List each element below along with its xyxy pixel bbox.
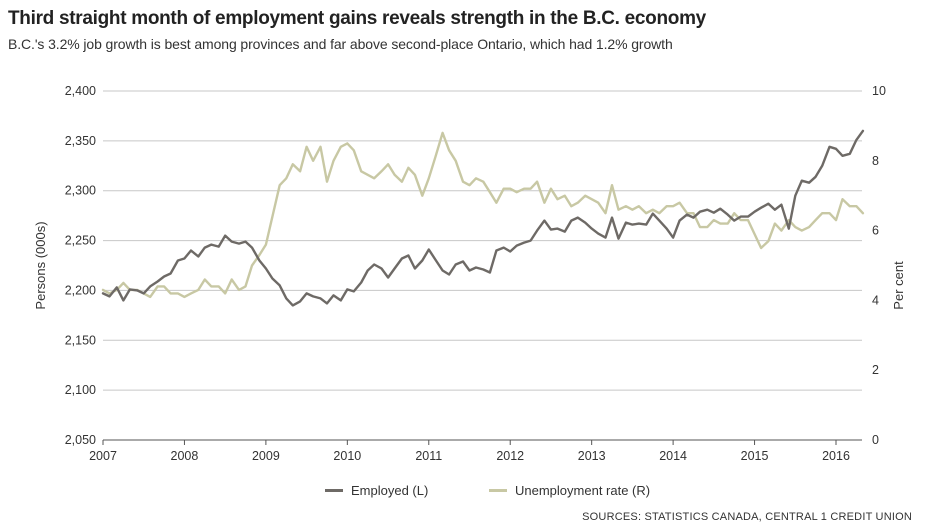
x-tick-label: 2014 — [659, 449, 687, 463]
y2-tick-label: 8 — [872, 154, 879, 168]
y-axis-left-label: Persons (000s) — [33, 221, 48, 309]
y-tick-label: 2,300 — [65, 184, 96, 198]
legend-label-unemployment: Unemployment rate (R) — [515, 483, 651, 498]
y-tick-label: 2,050 — [65, 433, 96, 447]
y-tick-label: 2,400 — [65, 84, 96, 98]
y-axis-right-ticks: 0 2 4 6 8 10 — [872, 84, 886, 447]
chart-subtitle: B.C.'s 3.2% job growth is best among pro… — [8, 36, 673, 52]
x-tick-label: 2013 — [578, 449, 606, 463]
y2-tick-label: 4 — [872, 293, 879, 307]
x-tick-label: 2012 — [496, 449, 524, 463]
chart-title: Third straight month of employment gains… — [8, 8, 706, 29]
legend-item-employed: Employed (L) — [325, 483, 428, 498]
gridlines — [103, 90, 862, 441]
y-tick-label: 2,100 — [65, 383, 96, 397]
legend-swatch-employed — [325, 489, 343, 492]
x-tick-label: 2007 — [89, 449, 117, 463]
employed-line — [101, 129, 865, 307]
legend-item-unemployment: Unemployment rate (R) — [489, 483, 650, 498]
x-tick-label: 2008 — [171, 449, 199, 463]
y2-tick-label: 0 — [872, 433, 879, 447]
legend: Employed (L) Unemployment rate (R) — [0, 483, 938, 503]
source-note: SOURCES: STATISTICS CANADA, CENTRAL 1 CR… — [582, 511, 912, 523]
x-axis-ticks: 2007 2008 2009 2010 2011 2012 2013 2014 2015 2016 — [89, 439, 862, 463]
legend-label-employed: Employed (L) — [351, 483, 429, 498]
y-tick-label: 2,200 — [65, 283, 96, 297]
y2-tick-label: 10 — [872, 84, 886, 98]
x-tick-label: 2010 — [333, 449, 361, 463]
y-tick-label: 2,250 — [65, 234, 96, 248]
x-tick-label: 2009 — [252, 449, 280, 463]
unemployment-rate-line — [101, 131, 865, 299]
y-tick-label: 2,150 — [65, 333, 96, 347]
series-lines — [101, 129, 865, 307]
y2-tick-label: 2 — [872, 363, 879, 377]
y-tick-label: 2,350 — [65, 134, 96, 148]
x-tick-label: 2016 — [822, 449, 850, 463]
x-tick-label: 2011 — [415, 449, 442, 463]
y-axis-right-label: Per cent — [891, 261, 906, 310]
y2-tick-label: 6 — [872, 224, 879, 238]
y-axis-left-ticks: 2,050 2,100 2,150 2,200 2,250 2,300 2,350 2,400 — [65, 84, 96, 447]
x-tick-label: 2015 — [741, 449, 769, 463]
legend-swatch-unemployment — [489, 489, 507, 492]
